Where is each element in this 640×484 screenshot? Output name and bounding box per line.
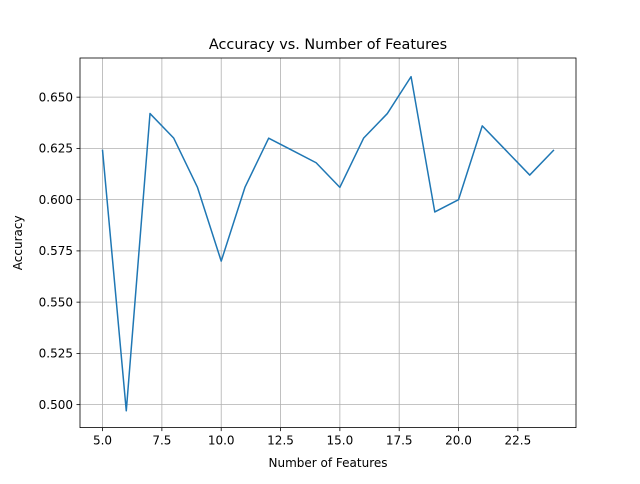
axis-ticks: 5.0 7.5 10.0 12.5 15.0 17.5 20.0 22.5 0.500 0.525… [39,90,532,447]
x-tick-label: 5.0 [93,434,112,448]
y-tick-label: 0.625 [39,142,73,156]
y-tick-label: 0.525 [39,347,73,361]
y-tick-label: 0.600 [39,193,73,207]
x-tick-label: 7.5 [152,434,171,448]
y-tick-label: 0.500 [39,398,73,412]
grid-lines [80,58,576,428]
y-tick-label: 0.575 [39,244,73,258]
x-tick-label: 12.5 [267,434,294,448]
x-tick-label: 15.0 [327,434,354,448]
x-tick-label: 22.5 [504,434,531,448]
y-tick-label: 0.650 [39,90,73,104]
x-axis-label: Number of Features [269,456,388,470]
x-tick-label: 20.0 [445,434,472,448]
x-tick-label: 17.5 [386,434,413,448]
plot-frame [79,57,577,429]
chart-title: Accuracy vs. Number of Features [209,37,447,53]
series-group [101,75,555,412]
accuracy-series-line [101,75,555,412]
x-tick-label: 10.0 [208,434,235,448]
y-tick-label: 0.550 [39,295,73,309]
y-axis-label: Accuracy [11,215,25,270]
